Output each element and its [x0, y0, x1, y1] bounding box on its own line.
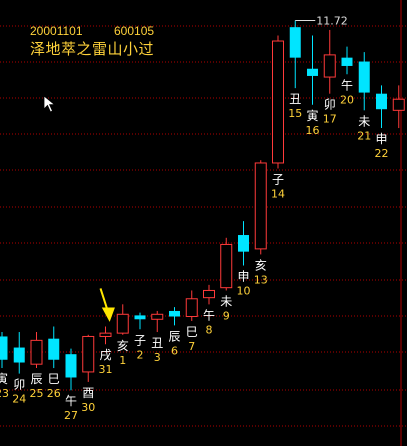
pointer-arrow-icon: [43, 95, 56, 113]
candle-body-down: [48, 338, 60, 360]
branch-label: 辰: [168, 329, 180, 343]
branch-label: 卯: [13, 378, 25, 392]
candle-body-up: [323, 54, 336, 78]
day-label: 13: [254, 273, 268, 286]
branch-label: 申: [375, 132, 387, 146]
candle-body-down: [289, 27, 301, 58]
branch-label: 亥: [117, 339, 129, 353]
date-label: 20001101: [30, 24, 83, 38]
branch-label: 戌: [99, 348, 111, 362]
candle-body-up: [392, 98, 405, 111]
branch-label: 卯: [324, 98, 336, 112]
candle-body-down: [341, 57, 353, 66]
day-label: 7: [188, 340, 195, 353]
day-label: 30: [81, 401, 95, 414]
day-label: 31: [99, 363, 113, 376]
day-label: 6: [171, 344, 178, 357]
branch-label: 寅: [0, 371, 8, 386]
candle-body-down: [376, 93, 387, 110]
candle-body-up: [185, 298, 198, 318]
branch-label: 午: [203, 308, 215, 322]
day-label: 21: [357, 129, 371, 142]
day-label: 22: [375, 147, 389, 160]
max-value-label: 11.72: [316, 15, 348, 28]
branch-label: 丑: [289, 92, 301, 106]
candle-body-down: [169, 310, 180, 317]
day-label: 17: [323, 113, 337, 126]
candle-body-down: [238, 235, 249, 252]
day-label: 27: [64, 409, 78, 422]
candle-body-down: [358, 61, 370, 93]
candle-body-down: [134, 315, 146, 320]
branch-label: 酉: [82, 386, 94, 400]
candle-body-down: [13, 347, 25, 363]
candle-body-down: [307, 68, 318, 76]
candle-body-up: [151, 313, 164, 320]
candle-body-up: [30, 339, 43, 365]
candle-body-up: [254, 162, 267, 250]
day-label: 9: [223, 309, 230, 322]
candle-body-up: [116, 313, 129, 334]
day-label: 2: [137, 348, 144, 361]
candle-body-down: [0, 336, 8, 360]
branch-label: 未: [220, 294, 232, 308]
candle-body-up: [220, 243, 233, 289]
stock-code-label: 600105: [114, 24, 155, 38]
day-label: 15: [288, 107, 302, 120]
branch-label: 未: [358, 114, 370, 128]
candle-body-up: [99, 332, 112, 337]
day-label: 25: [30, 387, 44, 400]
branch-label: 午: [341, 78, 353, 92]
branch-label: 亥: [255, 258, 267, 272]
day-label: 16: [306, 124, 320, 137]
branch-label: 子: [134, 333, 146, 347]
branch-label: 丑: [151, 336, 163, 350]
day-label: 8: [206, 323, 213, 336]
day-label: 26: [47, 387, 61, 400]
branch-label: 午: [65, 394, 77, 408]
branch-label: 申: [237, 270, 249, 284]
day-label: 3: [154, 351, 161, 364]
day-label: 1: [119, 354, 126, 367]
day-label: 20: [340, 93, 354, 106]
candle-body-down: [65, 354, 77, 378]
branch-label: 子: [272, 173, 284, 187]
branch-label: 巳: [48, 372, 60, 386]
day-label: 10: [237, 285, 251, 298]
candle-body-up: [272, 40, 284, 164]
hexagram-title: 泽地萃之雷山小过: [30, 41, 155, 58]
day-label: 14: [271, 188, 285, 201]
candle-body-up: [203, 289, 215, 299]
candle-body-up: [82, 335, 95, 373]
day-label: 23: [0, 387, 9, 400]
branch-label: 寅: [306, 108, 318, 123]
day-label: 24: [12, 393, 26, 406]
branch-label: 辰: [30, 372, 42, 386]
yellow-arrow-icon: [99, 288, 115, 322]
branch-label: 巳: [186, 325, 198, 339]
